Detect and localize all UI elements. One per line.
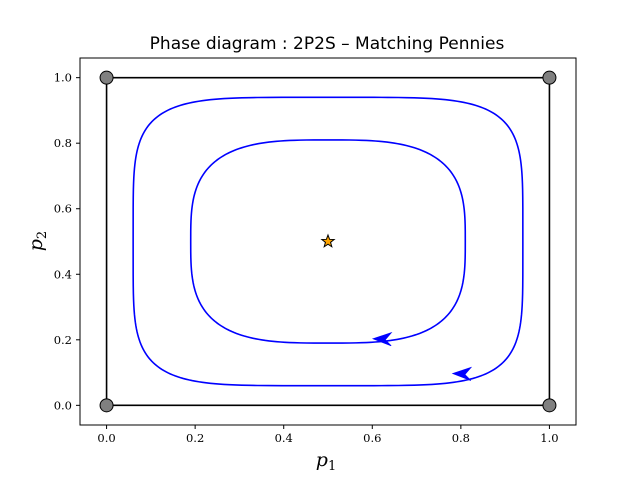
chart-title: Phase diagram : 2P2S – Matching Pennies xyxy=(150,34,505,54)
vertex-point-1 xyxy=(99,398,114,413)
x-tick-label: 0.4 xyxy=(275,431,293,445)
plot-frame xyxy=(79,57,577,426)
x-axis-label: p1 xyxy=(316,449,336,474)
y-tick-label: 0.6 xyxy=(54,202,72,216)
vertex-point-4 xyxy=(542,70,557,85)
x-tick-label: 0.8 xyxy=(452,431,470,445)
trajectory-2 xyxy=(132,96,524,387)
vertex-point-3 xyxy=(99,70,114,85)
x-tick-label: 1.0 xyxy=(540,431,558,445)
y-tick-label: 1.0 xyxy=(54,71,72,85)
vertex-point-2 xyxy=(542,398,557,413)
x-tick-label: 0.6 xyxy=(363,431,381,445)
y-tick-label: 0.4 xyxy=(54,267,72,281)
plot-area xyxy=(99,70,557,413)
y-tick-label: 0.8 xyxy=(54,136,72,150)
y-tick-label: 0.0 xyxy=(54,398,72,412)
equilibrium-star xyxy=(320,233,336,248)
y-axis: 0.0 0.2 0.4 0.6 0.8 1.0 xyxy=(54,71,80,412)
x-tick-label: 0.0 xyxy=(97,431,115,445)
trajectory-2-arrow xyxy=(451,366,473,381)
y-tick-label: 0.2 xyxy=(54,333,72,347)
x-tick-label: 0.2 xyxy=(186,431,204,445)
x-axis: 0.0 0.2 0.4 0.6 0.8 1.0 xyxy=(97,425,559,445)
trajectory-1 xyxy=(189,139,467,344)
y-axis-label: p2 xyxy=(25,231,50,251)
trajectory-1-arrow xyxy=(371,331,393,347)
